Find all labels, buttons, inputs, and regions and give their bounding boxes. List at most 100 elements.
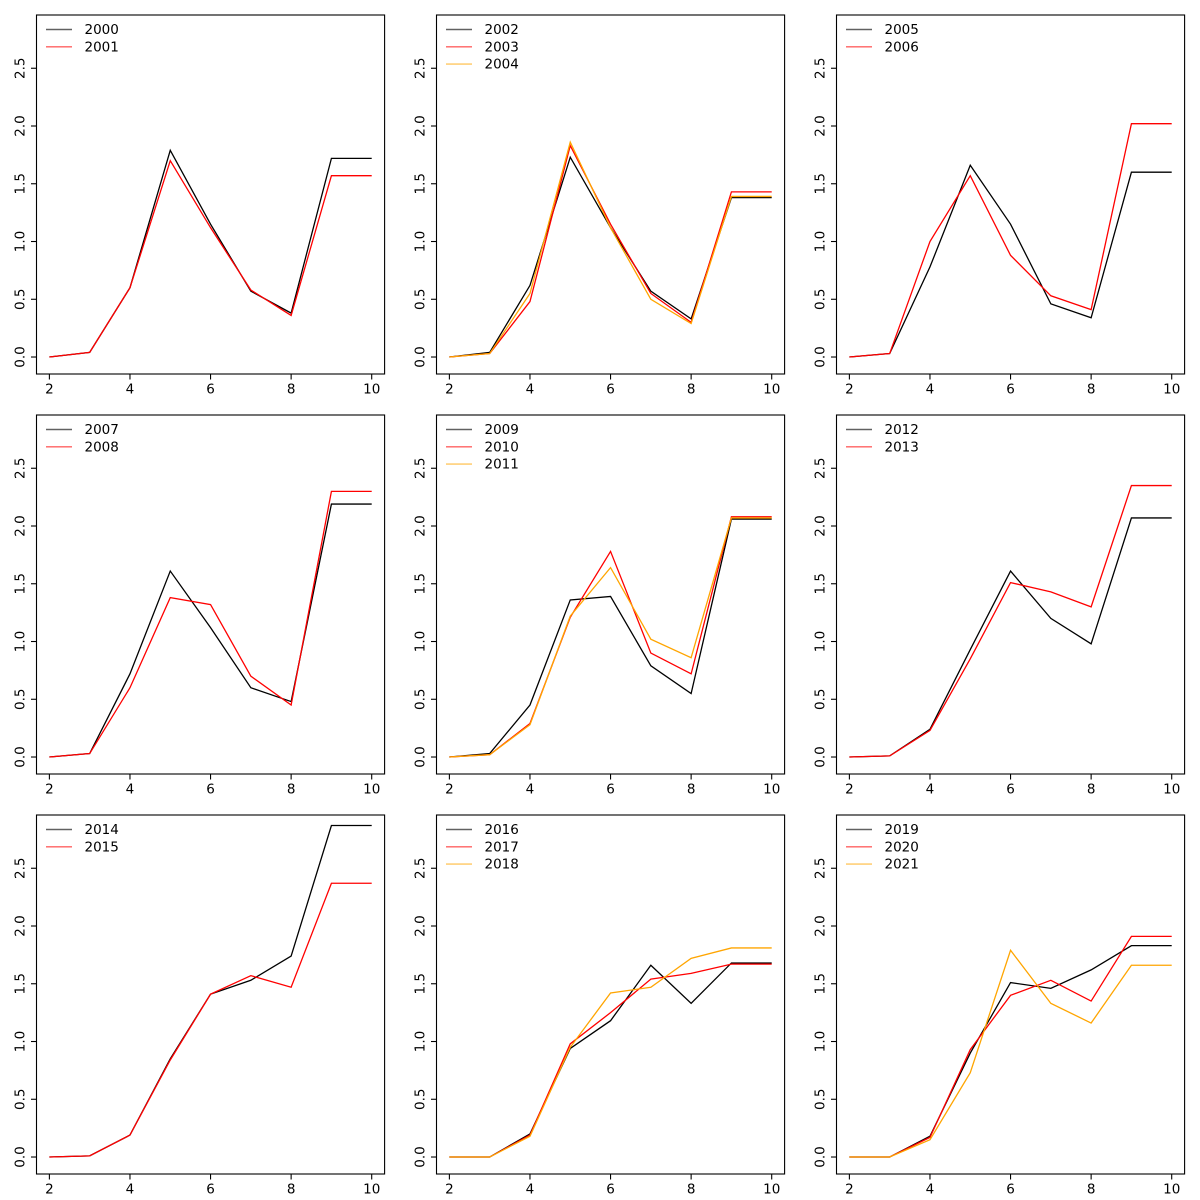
chart-panel-3: 2 4 6 8 10 0.0 0.5 1.0 1.5 2.0 2.5 2005 2006 <box>800 0 1200 400</box>
y-tick-label: 2.0 <box>813 115 829 136</box>
legend-label-2007: 2007 <box>85 422 119 438</box>
legend-label-2000: 2000 <box>85 22 119 38</box>
y-tick-label: 2.5 <box>813 58 829 79</box>
x-tick-label: 2 <box>445 782 454 798</box>
x-tick-label: 6 <box>606 1182 615 1198</box>
series-line-2003 <box>449 143 772 358</box>
chart-panel-7: 2 4 6 8 10 0.0 0.5 1.0 1.5 2.0 2.5 2014 2015 <box>0 800 400 1200</box>
legend-label-2012: 2012 <box>885 422 919 438</box>
x-tick-label: 8 <box>287 382 296 398</box>
x-tick-label: 2 <box>45 1182 54 1198</box>
x-tick-label: 2 <box>845 382 854 398</box>
plot-frame <box>835 14 1186 375</box>
y-tick-label: 2.0 <box>413 915 429 936</box>
y-tick-label: 2.5 <box>813 458 829 479</box>
legend-label-2018: 2018 <box>485 857 519 873</box>
y-tick-label: 0.5 <box>13 289 29 310</box>
legend-label-2001: 2001 <box>85 39 119 55</box>
chart-panel-5: 2 4 6 8 10 0.0 0.5 1.0 1.5 2.0 2.5 2009 2010 2011 <box>400 400 800 800</box>
x-tick-label: 6 <box>206 382 215 398</box>
x-tick-label: 8 <box>1087 382 1096 398</box>
y-tick-label: 1.0 <box>13 631 29 652</box>
y-tick-label: 1.5 <box>413 973 429 994</box>
y-tick-label: 1.0 <box>13 1031 29 1052</box>
legend-label-2021: 2021 <box>885 857 919 873</box>
x-tick-label: 10 <box>363 382 380 398</box>
y-tick-label: 0.0 <box>813 346 829 367</box>
plot-frame <box>35 14 386 375</box>
legend-label-2009: 2009 <box>485 422 519 438</box>
chart-panel-1: 2 4 6 8 10 0.0 0.5 1.0 1.5 2.0 2.5 2000 2001 <box>0 0 400 400</box>
x-tick-label: 2 <box>45 782 54 798</box>
series-line-2007 <box>49 503 372 758</box>
chart-panel-4: 2 4 6 8 10 0.0 0.5 1.0 1.5 2.0 2.5 2007 2008 <box>0 400 400 800</box>
legend-label-2015: 2015 <box>85 839 119 855</box>
y-tick-label: 0.5 <box>813 1089 829 1110</box>
legend-label-2011: 2011 <box>485 457 519 473</box>
legend-label-2010: 2010 <box>485 439 519 455</box>
y-tick-label: 1.5 <box>413 173 429 194</box>
y-tick-label: 2.5 <box>413 458 429 479</box>
x-tick-label: 6 <box>606 782 615 798</box>
x-tick-label: 4 <box>926 782 935 798</box>
y-tick-label: 0.0 <box>13 346 29 367</box>
x-tick-label: 6 <box>1006 1182 1015 1198</box>
series-line-2005 <box>849 163 1172 358</box>
series-line-2021 <box>849 948 1172 1158</box>
y-tick-label: 0.0 <box>13 746 29 767</box>
y-tick-label: 1.0 <box>13 231 29 252</box>
x-tick-label: 8 <box>687 1182 696 1198</box>
y-tick-label: 0.5 <box>813 289 829 310</box>
y-tick-label: 1.5 <box>413 573 429 594</box>
plot-frame <box>35 414 386 775</box>
x-tick-label: 10 <box>363 1182 380 1198</box>
x-tick-label: 10 <box>763 382 780 398</box>
series-line-2014 <box>49 824 372 1158</box>
x-tick-label: 8 <box>687 782 696 798</box>
plot-frame <box>835 414 1186 775</box>
legend-label-2014: 2014 <box>85 822 119 838</box>
series-line-2018 <box>449 947 772 1158</box>
x-tick-label: 4 <box>926 1182 935 1198</box>
x-tick-label: 4 <box>126 782 135 798</box>
series-line-2020 <box>849 935 1172 1158</box>
series-line-2012 <box>849 517 1172 758</box>
y-tick-label: 1.5 <box>813 973 829 994</box>
y-tick-label: 1.0 <box>813 1031 829 1052</box>
x-tick-label: 4 <box>526 782 535 798</box>
y-tick-label: 2.0 <box>13 115 29 136</box>
y-tick-label: 0.0 <box>413 746 429 767</box>
y-tick-label: 2.0 <box>13 515 29 536</box>
x-tick-label: 8 <box>1087 1182 1096 1198</box>
x-tick-label: 4 <box>526 382 535 398</box>
series-line-2016 <box>449 962 772 1158</box>
x-tick-label: 2 <box>45 382 54 398</box>
y-tick-label: 2.5 <box>13 458 29 479</box>
y-tick-label: 2.0 <box>13 915 29 936</box>
y-tick-label: 2.5 <box>413 58 429 79</box>
y-tick-label: 2.5 <box>813 858 829 879</box>
y-tick-label: 1.5 <box>13 973 29 994</box>
series-line-2002 <box>449 155 772 358</box>
y-tick-label: 0.0 <box>813 746 829 767</box>
y-tick-label: 2.0 <box>413 115 429 136</box>
x-tick-label: 6 <box>1006 382 1015 398</box>
legend-label-2003: 2003 <box>485 39 519 55</box>
y-tick-label: 0.0 <box>813 1146 829 1167</box>
y-tick-label: 1.0 <box>813 631 829 652</box>
series-line-2009 <box>449 518 772 758</box>
legend-label-2006: 2006 <box>885 39 919 55</box>
y-tick-label: 1.5 <box>813 573 829 594</box>
legend-label-2019: 2019 <box>885 822 919 838</box>
y-tick-label: 0.5 <box>13 1089 29 1110</box>
x-tick-label: 10 <box>763 782 780 798</box>
legend-label-2016: 2016 <box>485 822 519 838</box>
